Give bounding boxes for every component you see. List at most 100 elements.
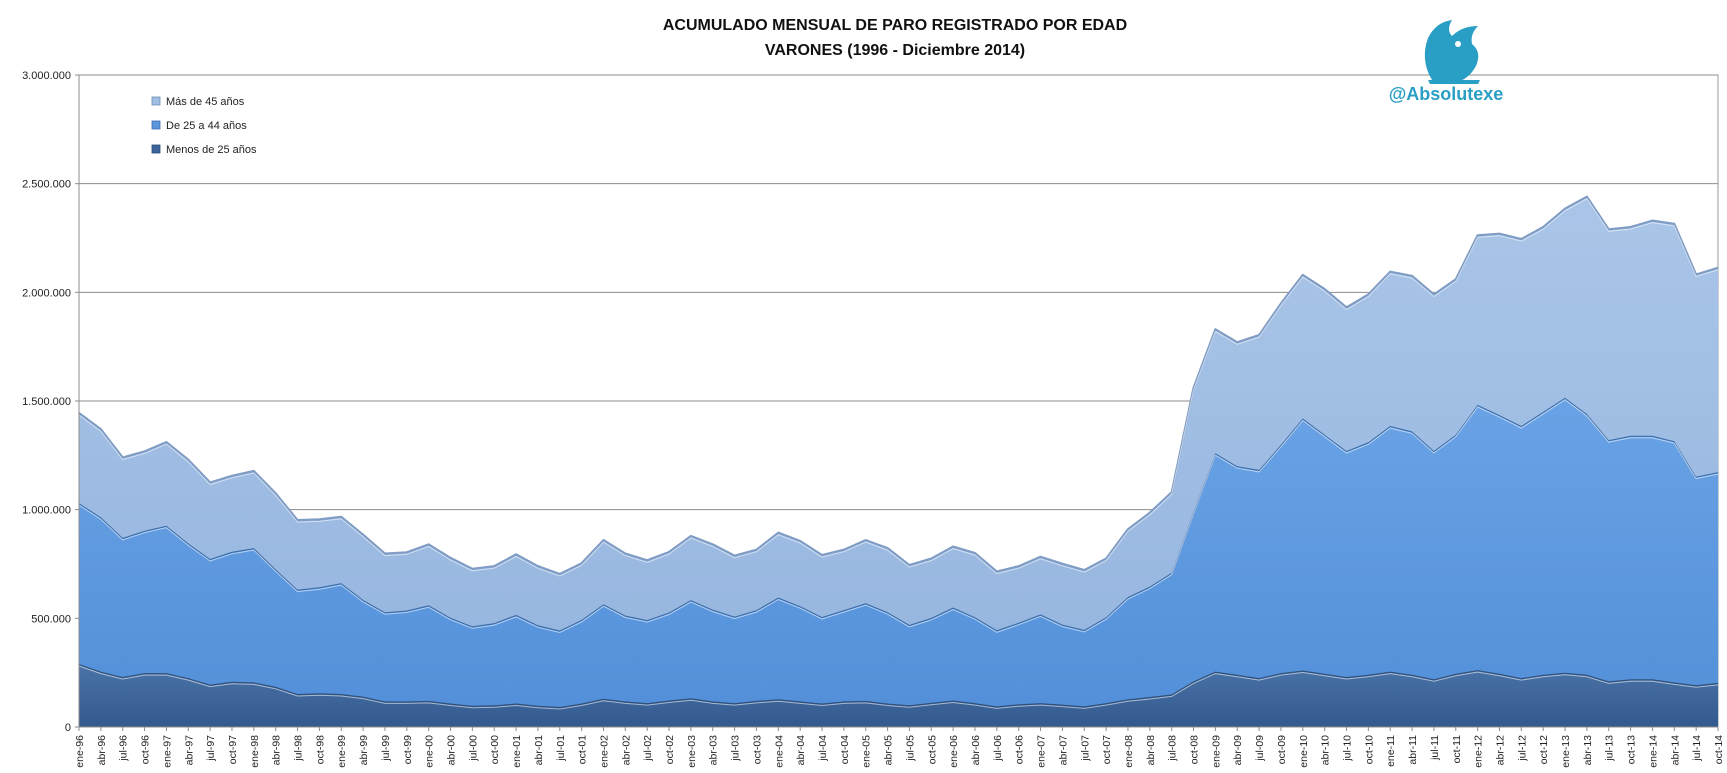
y-tick-label: 500.000 xyxy=(31,613,71,625)
x-tick-label: jul-14 xyxy=(1691,735,1703,762)
area-series xyxy=(78,195,1719,727)
x-tick-label: jul-06 xyxy=(992,735,1004,762)
x-tick-label: jul-10 xyxy=(1342,735,1354,762)
x-tick-label: oct-11 xyxy=(1451,735,1463,764)
x-tick-label: ene-14 xyxy=(1647,735,1659,768)
legend-swatch-menos-de-25 xyxy=(151,144,161,154)
x-tick-label: oct-02 xyxy=(664,735,676,764)
x-tick-label: oct-99 xyxy=(402,735,414,764)
x-tick-label: oct-98 xyxy=(314,735,326,764)
x-tick-label: abr-03 xyxy=(708,735,720,766)
x-tick-label: abr-08 xyxy=(1145,735,1157,766)
x-tick-label: oct-96 xyxy=(140,735,152,764)
x-tick-label: ene-07 xyxy=(1036,735,1048,768)
x-tick-label: abr-97 xyxy=(183,735,195,766)
legend-label-mas-de-45: Más de 45 años xyxy=(166,96,245,108)
x-tick-label: ene-12 xyxy=(1473,735,1485,768)
x-tick-label: oct-08 xyxy=(1189,735,1201,764)
y-axis: 0 500.000 1.000.000 1.500.000 2.000.000 2.500… xyxy=(22,70,80,734)
y-tick-label: 2.000.000 xyxy=(22,287,71,299)
x-tick-label: ene-10 xyxy=(1298,735,1310,768)
x-tick-label: ene-03 xyxy=(686,735,698,768)
x-tick-label: oct-97 xyxy=(227,735,239,764)
x-tick-label: jul-07 xyxy=(1079,735,1091,762)
x-tick-label: ene-05 xyxy=(861,735,873,768)
x-tick-label: jul-08 xyxy=(1167,735,1179,762)
legend-label-de-25-a-44: De 25 a 44 años xyxy=(166,120,247,132)
x-tick-label: jul-09 xyxy=(1254,735,1266,762)
x-tick-label: jul-00 xyxy=(467,735,479,762)
legend-label-menos-de-25: Menos de 25 años xyxy=(166,144,257,156)
x-tick-label: abr-09 xyxy=(1232,735,1244,766)
area-menos-de-25-highlight xyxy=(78,665,1719,710)
area-mas-de-45-group xyxy=(78,195,1719,631)
x-tick-label: ene-11 xyxy=(1385,735,1397,767)
x-tick-label: jul-03 xyxy=(730,735,742,762)
x-tick-label: ene-96 xyxy=(74,735,86,768)
x-tick-label: abr-07 xyxy=(1057,735,1069,766)
x-tick-label: ene-00 xyxy=(424,735,436,768)
x-tick-label: abr-11 xyxy=(1407,735,1419,765)
x-tick-label: oct-14 xyxy=(1713,735,1725,764)
x-tick-label: jul-98 xyxy=(293,735,305,762)
y-tick-label: 2.500.000 xyxy=(22,179,71,191)
x-tick-label: oct-06 xyxy=(1014,735,1026,764)
x-tick-label: abr-04 xyxy=(795,735,807,766)
x-axis: ene-96 abr-96 jul-96 oct-96 ene-97 abr-97 jul-… xyxy=(74,726,1725,768)
x-tick-label: jul-96 xyxy=(118,735,130,762)
x-tick-label: abr-14 xyxy=(1669,735,1681,766)
chart-subtitle: VARONES (1996 - Diciembre 2014) xyxy=(765,42,1025,59)
x-tick-label: abr-06 xyxy=(970,735,982,766)
x-tick-label: ene-04 xyxy=(773,735,785,768)
x-tick-label: ene-09 xyxy=(1210,735,1222,768)
x-tick-label: abr-10 xyxy=(1320,735,1332,766)
x-tick-label: jul-97 xyxy=(205,735,217,762)
x-tick-label: abr-05 xyxy=(883,735,895,766)
x-tick-label: oct-03 xyxy=(752,735,764,764)
x-tick-label: oct-05 xyxy=(926,735,938,764)
x-tick-label: jul-99 xyxy=(380,735,392,762)
x-tick-label: jul-04 xyxy=(817,735,829,762)
area-de-25-a-44 xyxy=(79,397,1718,707)
x-tick-label: oct-12 xyxy=(1538,735,1550,764)
x-tick-label: oct-09 xyxy=(1276,735,1288,764)
legend: Más de 45 años De 25 a 44 años Menos de … xyxy=(151,96,257,156)
y-tick-label: 1.500.000 xyxy=(22,396,71,408)
x-tick-label: abr-99 xyxy=(358,735,370,766)
legend-swatch-de-25-a-44 xyxy=(151,120,161,130)
x-tick-label: jul-01 xyxy=(555,735,567,762)
x-tick-label: oct-10 xyxy=(1363,735,1375,764)
x-tick-label: jul-05 xyxy=(904,735,916,762)
area-de-25-a-44-highlight xyxy=(78,399,1719,634)
x-tick-label: abr-01 xyxy=(533,735,545,766)
x-tick-label: abr-12 xyxy=(1495,735,1507,766)
x-tick-label: ene-06 xyxy=(948,735,960,768)
brand-handle: @Absolutexe xyxy=(1389,84,1504,104)
x-tick-label: jul-02 xyxy=(642,735,654,762)
x-tick-label: ene-99 xyxy=(336,735,348,768)
x-tick-label: abr-96 xyxy=(96,735,108,766)
y-tick-label: 3.000.000 xyxy=(22,70,71,82)
x-tick-label: jul-11 xyxy=(1429,735,1441,761)
x-tick-label: ene-13 xyxy=(1560,735,1572,768)
x-tick-label: ene-98 xyxy=(249,735,261,768)
x-tick-label: jul-12 xyxy=(1516,735,1528,762)
x-tick-label: jul-13 xyxy=(1604,735,1616,762)
x-tick-label: ene-97 xyxy=(161,735,173,768)
x-tick-label: ene-02 xyxy=(599,735,611,768)
x-tick-label: oct-07 xyxy=(1101,735,1113,764)
x-tick-label: oct-00 xyxy=(489,735,501,764)
griffin-logo-icon xyxy=(1424,20,1480,84)
x-tick-label: abr-98 xyxy=(271,735,283,766)
y-tick-label: 1.000.000 xyxy=(22,505,71,517)
x-tick-label: ene-01 xyxy=(511,735,523,768)
area-mas-de-45 xyxy=(79,196,1718,631)
chart-title: ACUMULADO MENSUAL DE PARO REGISTRADO POR… xyxy=(663,17,1127,34)
x-tick-label: oct-13 xyxy=(1626,735,1638,764)
x-tick-label: abr-02 xyxy=(620,735,632,766)
x-tick-label: oct-04 xyxy=(839,735,851,764)
y-tick-label: 0 xyxy=(65,722,71,734)
legend-swatch-mas-de-45 xyxy=(151,96,161,106)
area-menos-de-25 xyxy=(79,664,1718,727)
x-tick-label: oct-01 xyxy=(577,735,589,764)
